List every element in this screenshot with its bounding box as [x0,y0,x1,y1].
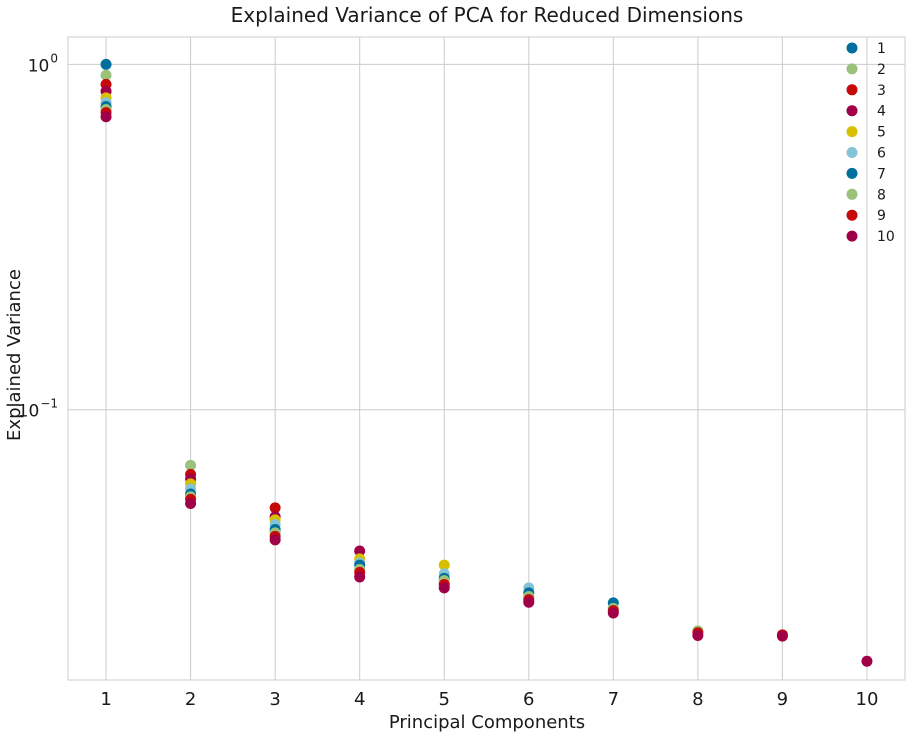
data-point [861,655,873,667]
legend-item: 2 [846,62,886,78]
grid-lines [68,37,905,680]
series-2 [100,69,197,471]
legend: 1 2 3 4 5 6 7 8 9 10 [846,41,895,245]
legend-label: 5 [877,125,886,141]
legend-item: 4 [846,104,886,120]
legend-label: 6 [877,146,886,162]
data-point [438,559,450,571]
legend-marker [846,63,858,75]
legend-marker [846,84,858,96]
data-point [100,111,112,123]
legend-item: 8 [846,187,886,203]
legend-label: 1 [877,41,886,57]
y-axis-title: Explained Variance [4,269,25,441]
data-point [776,630,788,642]
y-tick-base: 10 [18,402,40,422]
x-tick-label: 8 [692,689,703,710]
x-tick-label: 2 [185,689,196,710]
legend-label: 9 [877,208,886,224]
legend-label: 7 [877,166,886,182]
x-tick-label: 10 [856,689,879,710]
legend-marker [846,230,858,242]
data-point [185,498,197,510]
y-tick-label: 10 −1 [18,397,58,422]
legend-label: 4 [877,104,886,120]
legend-marker [846,147,858,158]
legend-label: 8 [877,187,886,203]
data-point [607,607,619,619]
data-point [269,502,281,514]
data-point [438,582,450,594]
plot-area-frame [67,36,906,681]
legend-marker [846,209,858,221]
plot-area-background [68,37,905,680]
x-tick-label: 3 [269,689,280,710]
y-tick-exponent: 0 [50,51,58,65]
series-1 [100,58,112,70]
x-tick-label: 1 [100,689,111,710]
legend-item: 5 [846,125,886,141]
x-tick-label: 5 [439,689,450,710]
legend-marker [846,42,858,54]
legend-item: 6 [846,146,886,162]
data-point [354,545,366,557]
legend-label: 10 [877,229,895,245]
data-point [354,571,366,583]
data-point [692,629,704,641]
legend-marker [846,188,858,200]
x-tick-label: 7 [608,689,619,710]
x-tick-label: 4 [354,689,365,710]
data-points [100,58,873,667]
data-point [100,58,112,70]
data-point [523,596,535,608]
legend-item: 7 [846,166,886,182]
y-tick-label: 10 0 [28,51,58,76]
series-10 [100,111,873,667]
x-tick-label: 9 [777,689,788,710]
legend-label: 3 [877,83,886,99]
legend-marker [846,167,858,179]
data-point [100,69,112,81]
legend-label: 2 [877,62,886,78]
legend-marker [846,105,858,117]
x-tick-label: 6 [523,689,534,710]
data-point [269,534,281,546]
legend-item: 1 [846,41,886,57]
x-tick-labels: 1 2 3 4 5 6 7 8 9 10 [100,689,878,710]
legend-marker [846,126,858,138]
legend-item: 10 [846,229,895,245]
chart-title: Explained Variance of PCA for Reduced Di… [231,3,744,27]
y-tick-exponent: −1 [40,397,58,411]
x-axis-title: Principal Components [389,712,585,733]
y-tick-base: 10 [28,56,50,76]
legend-item: 9 [846,208,886,224]
data-point [185,459,197,471]
legend-item: 3 [846,83,886,99]
